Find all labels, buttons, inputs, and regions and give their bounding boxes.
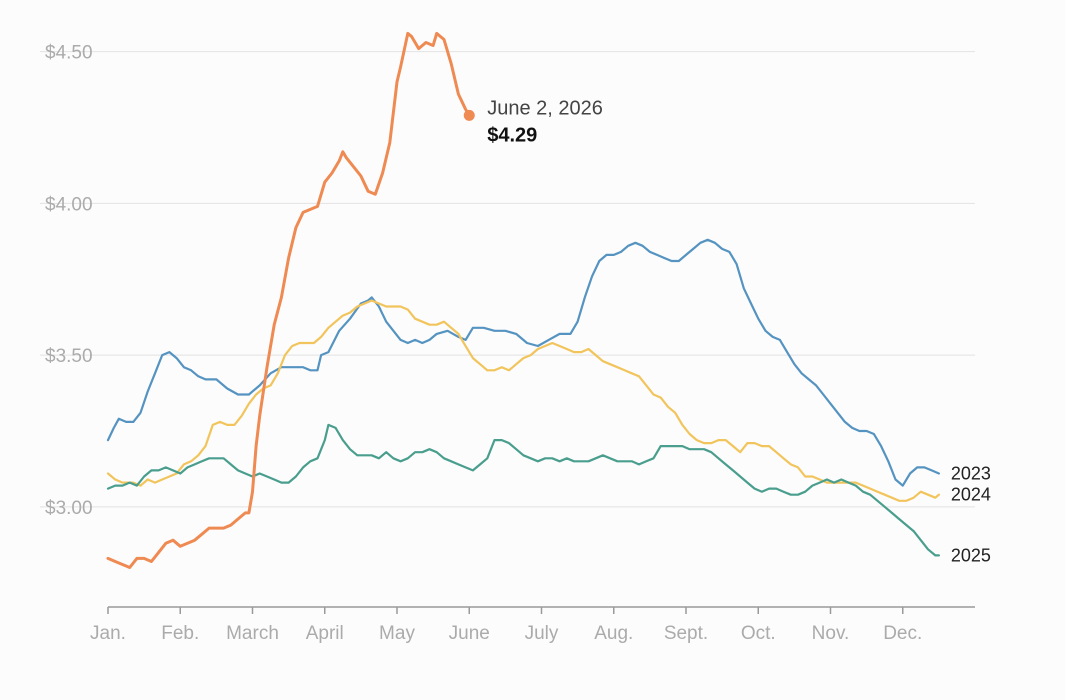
- series-line-2026: [106, 31, 471, 569]
- x-tick-label: Oct.: [741, 623, 776, 644]
- annotation-date: June 2, 2026: [487, 97, 603, 119]
- current-price-marker: [463, 109, 475, 121]
- x-tick-label: Feb.: [161, 623, 199, 644]
- annotation: June 2, 2026 $4.29: [463, 97, 603, 146]
- x-tick-label: June: [449, 623, 490, 644]
- y-tick-label: $3.50: [45, 346, 93, 367]
- x-tick-label: Nov.: [812, 623, 850, 644]
- series-label-2025: 2025: [951, 545, 991, 565]
- annotation-value: $4.29: [487, 124, 537, 146]
- y-tick-label: $4.00: [45, 194, 93, 215]
- grid-layer: $3.00 $3.50 $4.00 $4.50: [40, 43, 975, 519]
- series-label-2023: 2023: [951, 463, 991, 483]
- series-line-2025: [106, 423, 940, 557]
- x-tick-label: May: [379, 623, 415, 644]
- y-tick-label: $4.50: [45, 43, 93, 64]
- x-tick-label: July: [525, 623, 559, 644]
- series-label-2024: 2024: [951, 485, 991, 505]
- x-tick-label: Dec.: [883, 623, 922, 644]
- series-line-2024: [106, 299, 940, 502]
- x-tick-label: Aug.: [594, 623, 633, 644]
- x-tick-label: April: [306, 623, 344, 644]
- y-tick-label: $3.00: [45, 498, 93, 519]
- x-tick-label: March: [226, 623, 279, 644]
- x-tick-label: Sept.: [664, 623, 708, 644]
- x-axis: Jan. Feb. March April May June July Aug. Sept. Oc…: [90, 606, 975, 644]
- x-tick-label: Jan.: [90, 623, 126, 644]
- series-line-2023: [106, 238, 940, 487]
